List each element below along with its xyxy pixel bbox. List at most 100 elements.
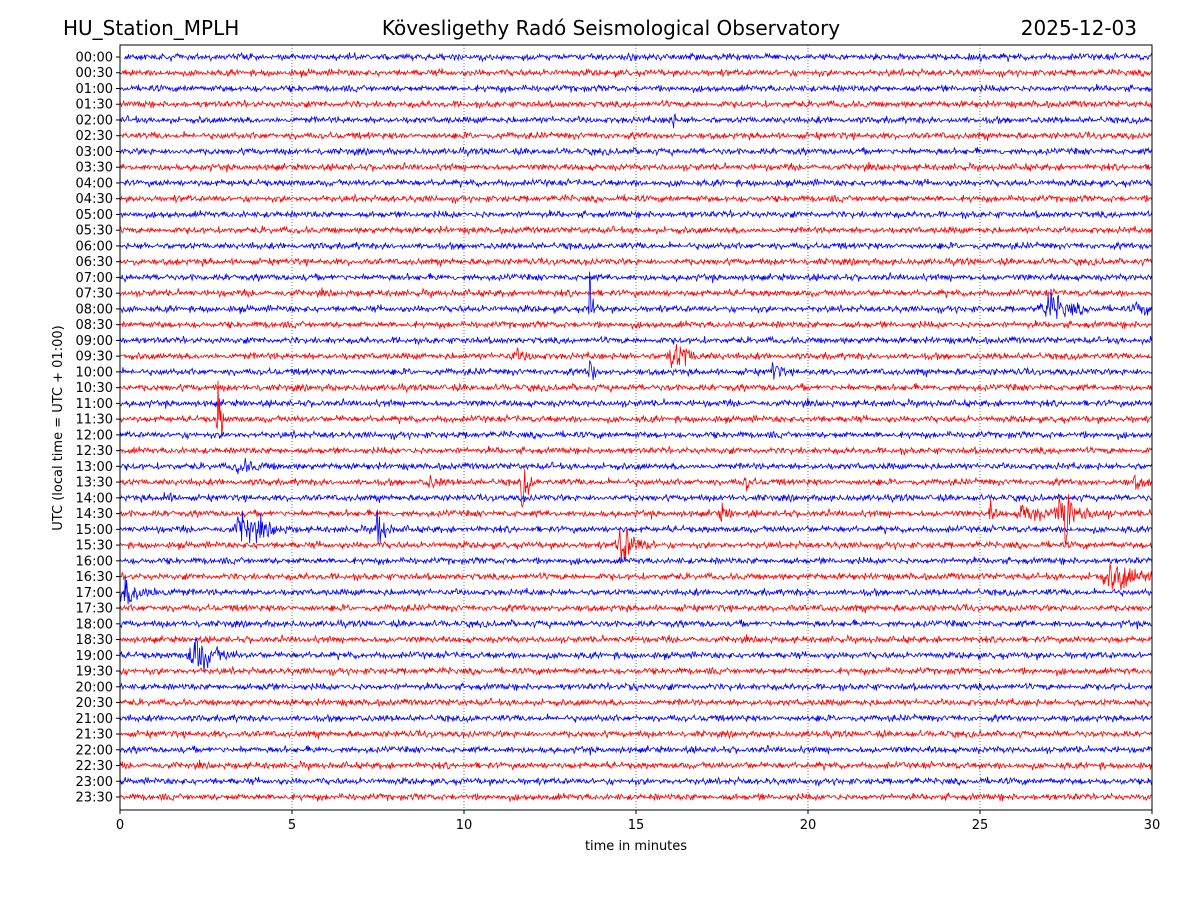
seismic-trace-0100 — [119, 83, 1153, 94]
y-axis-label: UTC (local time = UTC + 01:00) — [51, 325, 66, 530]
y-tick-label: 23:00 — [76, 775, 113, 790]
y-tick-label: 04:30 — [76, 192, 113, 207]
seismic-trace-1330 — [119, 468, 1153, 508]
y-tick-label: 02:00 — [76, 113, 113, 128]
y-tick-label: 19:00 — [76, 649, 113, 664]
seismic-trace-1430 — [119, 494, 1153, 546]
y-tick-label: 15:30 — [76, 539, 113, 554]
y-tick-label: 14:00 — [76, 491, 113, 506]
seismic-trace-0630 — [119, 256, 1153, 268]
y-tick-label: 04:00 — [76, 176, 113, 191]
seismic-trace-2130 — [119, 728, 1153, 740]
y-tick-label: 12:00 — [76, 428, 113, 443]
y-tick-label: 16:30 — [76, 570, 113, 585]
seismic-trace-1930 — [119, 665, 1152, 677]
y-tick-label: 20:30 — [76, 696, 113, 711]
y-tick-label: 20:00 — [76, 680, 113, 695]
seismic-trace-0930 — [120, 344, 1153, 368]
seismic-trace-0330 — [119, 161, 1153, 173]
seismic-trace-0700 — [119, 272, 1153, 284]
y-tick-label: 17:30 — [76, 602, 113, 617]
y-tick-label: 01:00 — [76, 82, 113, 97]
seismic-trace-2000 — [119, 681, 1153, 692]
y-tick-label: 16:00 — [76, 554, 113, 569]
y-tick-label: 05:30 — [76, 224, 113, 239]
y-tick-label: 15:00 — [76, 523, 113, 538]
y-tick-label: 22:30 — [76, 759, 113, 774]
y-tick-label: 11:30 — [76, 413, 113, 428]
y-tick-label: 03:30 — [76, 161, 113, 176]
y-tick-label: 23:30 — [76, 791, 113, 806]
seismic-trace-2300 — [119, 775, 1153, 787]
seismic-trace-0130 — [119, 99, 1153, 109]
seismic-trace-0430 — [119, 193, 1153, 205]
seismic-trace-1530 — [119, 528, 1153, 562]
y-tick-label: 12:30 — [76, 444, 113, 459]
y-tick-label: 21:30 — [76, 728, 113, 743]
y-tick-label: 19:30 — [76, 665, 113, 680]
seismic-trace-1200 — [119, 429, 1153, 441]
y-tick-label: 05:00 — [76, 208, 113, 223]
seismic-trace-1800 — [119, 618, 1153, 630]
y-tick-label: 07:30 — [76, 287, 113, 302]
y-tick-label: 06:00 — [76, 239, 113, 254]
seismic-trace-2030 — [119, 697, 1153, 708]
seismic-trace-1400 — [119, 492, 1153, 504]
y-tick-label: 17:00 — [76, 586, 113, 601]
y-tick-label: 10:30 — [76, 381, 113, 396]
y-tick-label: 00:00 — [76, 51, 113, 66]
y-tick-label: 11:00 — [76, 397, 113, 412]
seismic-trace-2230 — [119, 759, 1153, 771]
observatory-title: Kövesligethy Radó Seismological Observat… — [382, 16, 840, 40]
y-tick-label: 22:00 — [76, 743, 113, 758]
y-tick-label: 03:00 — [76, 145, 113, 160]
y-tick-label: 08:00 — [76, 302, 113, 317]
seismic-trace-2330 — [119, 791, 1153, 802]
seismic-trace-0500 — [119, 208, 1153, 220]
x-tick-label: 30 — [1144, 818, 1161, 833]
seismic-trace-0730 — [119, 287, 1153, 299]
seismic-trace-0200 — [119, 113, 1153, 129]
date-title: 2025-12-03 — [1021, 16, 1137, 40]
x-tick-label: 15 — [628, 818, 645, 833]
y-tick-label: 02:30 — [76, 129, 113, 144]
y-tick-label: 13:00 — [76, 460, 113, 475]
station-title: HU_Station_MPLH — [63, 16, 239, 40]
seismic-trace-1900 — [119, 636, 1152, 673]
y-tick-label: 01:30 — [76, 98, 113, 113]
y-tick-label: 21:00 — [76, 712, 113, 727]
seismic-trace-1030 — [119, 382, 1153, 394]
x-tick-label: 5 — [288, 818, 296, 833]
x-tick-label: 25 — [972, 818, 989, 833]
y-tick-label: 18:30 — [76, 633, 113, 648]
seismic-trace-0830 — [119, 319, 1153, 330]
y-tick-label: 18:00 — [76, 617, 113, 632]
seismic-trace-1100 — [119, 397, 1153, 409]
seismic-trace-2100 — [119, 713, 1153, 724]
seismic-trace-1300 — [119, 457, 1153, 475]
seismic-trace-1730 — [119, 602, 1153, 614]
seismic-trace-1500 — [119, 509, 1153, 544]
seismic-trace-1600 — [119, 556, 1153, 566]
seismic-trace-0530 — [119, 225, 1153, 235]
seismic-trace-0030 — [119, 67, 1153, 79]
y-tick-label: 10:00 — [76, 365, 113, 380]
seismic-trace-1700 — [119, 576, 1153, 605]
seismic-trace-1230 — [119, 445, 1153, 456]
x-tick-label: 20 — [800, 818, 817, 833]
y-tick-label: 07:00 — [76, 271, 113, 286]
y-tick-label: 06:30 — [76, 255, 113, 270]
y-tick-label: 08:30 — [76, 318, 113, 333]
seismic-trace-2200 — [119, 744, 1153, 756]
seismic-trace-0800 — [119, 271, 1153, 320]
y-tick-label: 09:30 — [76, 350, 113, 365]
y-tick-label: 13:30 — [76, 476, 113, 491]
x-tick-label: 10 — [456, 818, 473, 833]
x-tick-label: 0 — [116, 818, 124, 833]
seismic-trace-1830 — [119, 634, 1153, 645]
seismic-trace-1130 — [119, 380, 1153, 435]
seismic-trace-0230 — [119, 130, 1153, 141]
y-tick-label: 09:00 — [76, 334, 113, 349]
